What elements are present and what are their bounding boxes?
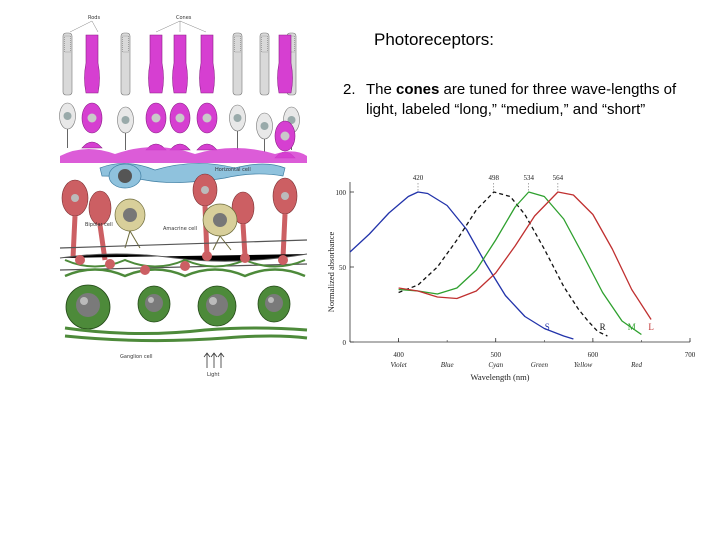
series-line-R bbox=[398, 191, 608, 337]
peak-label: 420 bbox=[413, 174, 424, 182]
peak-label: 564 bbox=[553, 174, 564, 182]
series-line-L bbox=[398, 191, 652, 320]
cone-cell bbox=[196, 34, 218, 151]
series-line-M bbox=[398, 191, 642, 336]
y-tick-label: 50 bbox=[339, 264, 347, 272]
series-label-R: R bbox=[600, 322, 606, 332]
bipolar-cells bbox=[61, 173, 298, 261]
y-tick-label: 100 bbox=[336, 189, 347, 197]
horizontal-cell-label: Horizontal cell bbox=[215, 167, 251, 173]
x-tick-label: 700 bbox=[685, 351, 696, 359]
horizontal-cell bbox=[99, 163, 286, 189]
peak-label: 534 bbox=[523, 174, 534, 182]
cone-cell bbox=[169, 34, 191, 151]
color-name-label: Green bbox=[531, 361, 549, 369]
rod-cell bbox=[117, 32, 134, 150]
bullet-number: 2. bbox=[343, 81, 356, 98]
cone-cell bbox=[274, 34, 296, 159]
x-tick-label: 600 bbox=[588, 351, 599, 359]
y-tick-label: 0 bbox=[343, 339, 347, 347]
ganglion-cells bbox=[64, 284, 308, 343]
series-label-L: L bbox=[648, 322, 654, 332]
bullet-text-pre: The bbox=[366, 81, 397, 98]
color-name-label: Red bbox=[630, 361, 642, 369]
bullet-text-bold: cones bbox=[396, 81, 440, 98]
absorbance-chart: 0 50 100 400 500 600 700 Violet Blue Cyan Green Yel… bbox=[326, 174, 696, 382]
bullet-text-post: are tuned for three wave-lengths of ligh… bbox=[366, 81, 677, 118]
slide-title: Photoreceptors: bbox=[374, 30, 495, 49]
series-label-M: M bbox=[628, 322, 636, 332]
light-arrows bbox=[203, 352, 225, 368]
photoreceptor-row bbox=[59, 32, 300, 159]
rod-cell bbox=[229, 32, 246, 150]
cones-label: Cones bbox=[176, 15, 192, 21]
amacrine-cell-label: Amacrine cell bbox=[163, 226, 197, 232]
rod-cell bbox=[59, 32, 76, 148]
color-name-label: Yellow bbox=[574, 361, 593, 369]
bipolar-cell-label: Bipolar cell bbox=[85, 222, 113, 228]
rods-label: Rods bbox=[88, 15, 100, 21]
x-tick-label: 400 bbox=[393, 351, 404, 359]
color-name-label: Violet bbox=[390, 361, 407, 369]
x-tick-label: 500 bbox=[490, 351, 501, 359]
series-line-S bbox=[349, 191, 574, 340]
cone-terminals bbox=[60, 147, 307, 163]
x-axis-label: Wavelength (nm) bbox=[470, 372, 529, 382]
light-label: Light bbox=[207, 372, 220, 378]
series-label-S: S bbox=[545, 322, 550, 332]
bullet-text: The cones are tuned for three wave-lengt… bbox=[366, 80, 696, 120]
cone-cell bbox=[81, 34, 103, 149]
amacrine-cells bbox=[114, 198, 238, 251]
peak-label: 498 bbox=[489, 174, 500, 182]
inner-plexiform-layer bbox=[59, 239, 308, 278]
y-axis-label: Normalized absorbance bbox=[326, 232, 336, 313]
color-name-label: Cyan bbox=[488, 361, 503, 369]
rod-cell bbox=[256, 32, 273, 152]
ganglion-cell-label: Ganglion cell bbox=[120, 354, 152, 360]
color-name-label: Blue bbox=[441, 361, 454, 369]
retina-diagram: Rods Cones bbox=[55, 8, 310, 380]
